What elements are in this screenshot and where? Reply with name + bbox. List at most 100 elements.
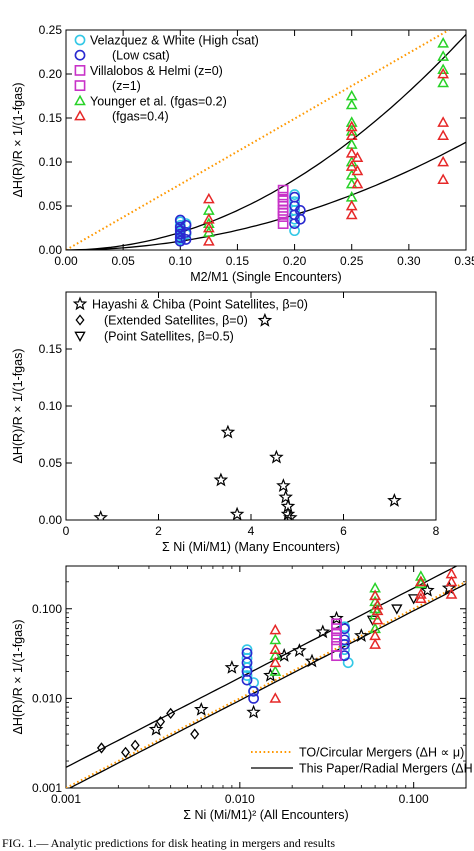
data-point	[289, 225, 300, 237]
data-point	[414, 575, 427, 587]
data-point	[339, 650, 350, 662]
data-point	[283, 510, 298, 520]
series-5	[202, 37, 450, 237]
data-point	[414, 592, 427, 603]
legend-entry: (fgas=0.4)	[112, 110, 169, 124]
radial-merger-line	[66, 141, 466, 250]
data-point	[269, 656, 282, 668]
data-point	[277, 207, 289, 219]
legend-entry: Hayashi & Chiba (Point Satellites, β=0)	[92, 298, 308, 312]
data-point	[280, 506, 296, 520]
data-point	[369, 589, 381, 601]
x-tick-label: 0.100	[399, 792, 429, 806]
y-tick-label: 0.15	[39, 342, 63, 356]
data-point	[241, 674, 253, 686]
data-point	[148, 721, 164, 736]
data-point	[241, 662, 253, 674]
data-point	[414, 577, 427, 589]
plot-area	[66, 566, 466, 788]
data-point	[180, 234, 192, 245]
data-point	[190, 728, 200, 740]
data-point	[315, 624, 331, 639]
series-4	[277, 195, 289, 219]
data-point	[294, 213, 306, 225]
legend-marker	[74, 80, 86, 91]
legend-entry: (Low csat)	[112, 49, 170, 63]
data-point	[277, 205, 289, 216]
data-point	[331, 628, 342, 640]
x-tick-label: 6	[340, 524, 347, 538]
x-tick-label: 0.010	[225, 792, 255, 806]
legend-marker	[74, 49, 86, 61]
x-tick-label: 4	[248, 524, 255, 538]
legend-marker	[74, 109, 86, 121]
data-point	[345, 208, 358, 220]
legend-marker	[74, 34, 86, 46]
data-point	[339, 634, 350, 646]
legend: TO/Circular Mergers (ΔH ∝ μ) This Paper/R…	[251, 746, 474, 776]
legend-entry: (Point Satellites, β=0.5)	[104, 330, 234, 344]
plot-area	[93, 312, 402, 520]
data-point	[371, 613, 384, 625]
data-point	[331, 634, 342, 646]
plot-frame	[65, 565, 467, 789]
data-point	[437, 67, 450, 79]
to-circular-line	[66, 580, 466, 788]
series-1	[148, 580, 457, 736]
data-point	[248, 692, 259, 704]
data-point	[369, 638, 381, 649]
radial-merger-line	[66, 33, 466, 250]
data-point	[445, 575, 458, 587]
y-tick-label: 0.010	[32, 691, 62, 705]
data-point	[269, 692, 282, 703]
data-point	[420, 582, 435, 597]
series-2	[174, 191, 306, 247]
y-tick-label: 0.20	[39, 67, 63, 81]
chart-2: 0 2 4 6 8 0.00 0.05 0.10 0.15 Σ Ni (Mi/M1) (Many …	[11, 291, 440, 554]
y-tick-label: 0.10	[39, 399, 63, 413]
x-tick-label: 0.05	[111, 254, 135, 268]
plot-frame	[65, 29, 467, 251]
data-point	[445, 588, 458, 599]
plot-area	[66, 30, 466, 250]
data-point	[202, 204, 215, 215]
data-point	[371, 598, 384, 610]
data-point	[331, 623, 342, 635]
radial-merger-line	[68, 583, 466, 788]
x-tick-label: 0.35	[454, 254, 474, 268]
legend-entry: (z=1)	[112, 79, 141, 93]
data-point	[277, 195, 289, 207]
y-axis-label: ΔH(R)/R × 1/(1-fgas)	[11, 349, 25, 464]
data-point	[437, 76, 450, 88]
data-point	[351, 177, 364, 189]
legend-marker	[72, 296, 88, 311]
legend-entry: This Paper/Radial Mergers (ΔH ∝ μ²)	[299, 762, 474, 776]
data-point	[269, 643, 282, 655]
data-point	[202, 235, 215, 246]
data-point	[269, 633, 282, 645]
data-point	[345, 89, 358, 101]
x-tick-label: 0.20	[283, 254, 307, 268]
data-point	[130, 739, 140, 751]
data-point	[194, 701, 209, 716]
chart-1: 0.00 0.05 0.10 0.15 0.20 0.25 0.30 0.35 0.00 0.05…	[11, 23, 474, 284]
data-point	[224, 660, 240, 674]
data-point	[278, 489, 293, 504]
y-tick-label: 0.10	[39, 155, 63, 169]
y-tick-label: 0.001	[32, 781, 62, 795]
data-point	[213, 472, 229, 487]
legend-entry: Younger et al. (fgas=0.2)	[90, 94, 227, 108]
y-tick-label: 0.05	[39, 456, 63, 470]
data-point	[246, 704, 261, 719]
x-axis-label: Σ Ni (Mi/M1)² (All Encounters)	[183, 808, 348, 822]
data-point	[304, 653, 320, 668]
figure-caption: FIG. 1.— Analytic predictions for disk h…	[2, 836, 336, 850]
data-point	[220, 424, 236, 439]
data-point	[437, 50, 450, 61]
data-point	[277, 184, 289, 196]
legend: Hayashi & Chiba (Point Satellites, β=0) (…	[72, 296, 308, 344]
data-point	[437, 155, 450, 167]
data-point	[387, 492, 402, 507]
data-point	[437, 37, 450, 48]
